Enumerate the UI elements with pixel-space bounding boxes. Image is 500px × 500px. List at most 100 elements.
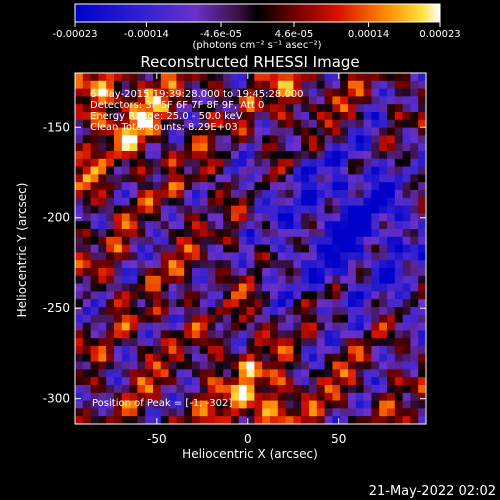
heatmap-cell — [160, 143, 170, 152]
heatmap-cell — [145, 221, 154, 230]
annotation-energy-range: Energy Range: 25.0 - 50.0 keV — [90, 111, 243, 122]
heatmap-cell — [207, 244, 216, 253]
heatmap-cell — [207, 268, 216, 277]
heatmap-cell — [246, 400, 255, 409]
heatmap-cell — [348, 112, 357, 121]
heatmap-cell — [153, 197, 162, 207]
heatmap-cell — [379, 369, 388, 378]
heatmap-cell — [75, 416, 84, 424]
heatmap-cell — [238, 119, 248, 129]
heatmap-cell — [348, 229, 357, 238]
heatmap-cell — [277, 369, 287, 378]
heatmap-cell — [114, 283, 123, 292]
heatmap-cell — [176, 127, 185, 136]
heatmap-cell — [355, 96, 365, 105]
heatmap-cell — [293, 408, 302, 417]
heatmap-cell — [176, 338, 185, 347]
heatmap-cell — [199, 135, 209, 144]
heatmap-cell — [207, 353, 216, 363]
heatmap-cell — [410, 322, 419, 331]
heatmap-cell — [301, 174, 310, 183]
heatmap-cell — [106, 112, 115, 121]
heatmap-cell — [285, 127, 294, 136]
heatmap-cell — [324, 369, 333, 378]
heatmap-cell — [316, 151, 326, 160]
heatmap-cell — [316, 299, 326, 308]
heatmap-cell — [340, 135, 349, 144]
heatmap-cell — [168, 392, 177, 402]
heatmap-cell — [246, 291, 255, 300]
heatmap-cell — [371, 190, 380, 199]
heatmap-cell — [153, 400, 162, 409]
heatmap-cell — [231, 166, 240, 175]
heatmap-cell — [379, 353, 388, 363]
heatmap-cell — [114, 268, 123, 277]
heatmap-cell — [394, 400, 404, 409]
heatmap-cell — [394, 283, 404, 292]
heatmap-cell — [285, 174, 294, 183]
heatmap-cell — [379, 291, 388, 300]
heatmap-cell — [192, 151, 201, 160]
heatmap-cell — [246, 252, 255, 261]
heatmap-cell — [106, 314, 115, 324]
heatmap-cell — [137, 338, 146, 347]
heatmap-cell — [363, 174, 372, 183]
heatmap-cell — [285, 104, 294, 113]
heatmap-cell — [254, 330, 263, 339]
heatmap-cell — [301, 158, 310, 168]
heatmap-cell — [246, 236, 255, 246]
heatmap-cell — [207, 80, 216, 90]
heatmap-cell — [168, 166, 177, 175]
heatmap-cell — [98, 127, 107, 136]
heatmap-cell — [418, 385, 426, 394]
heatmap-cell — [340, 213, 349, 222]
heatmap-cell — [106, 291, 115, 300]
heatmap-cell — [332, 400, 341, 409]
heatmap-cell — [394, 314, 404, 324]
heatmap-cell — [153, 88, 162, 97]
heatmap-cell — [301, 166, 310, 175]
heatmap-cell — [379, 299, 388, 308]
heatmap-cell — [176, 330, 185, 339]
heatmap-cell — [184, 221, 193, 230]
heatmap-cell — [379, 307, 388, 316]
heatmap-cell — [340, 338, 349, 347]
heatmap-cell — [301, 291, 310, 300]
heatmap-cell — [246, 96, 255, 105]
heatmap-cell — [192, 73, 201, 82]
heatmap-cell — [160, 400, 170, 409]
heatmap-cell — [355, 377, 365, 386]
heatmap-cell — [137, 416, 146, 424]
heatmap-cell — [293, 205, 302, 214]
heatmap-cell — [332, 283, 341, 292]
heatmap-cell — [106, 166, 115, 175]
heatmap-cell — [332, 112, 341, 121]
heatmap-cell — [316, 135, 326, 144]
heatmap-cell — [363, 322, 372, 331]
heatmap-cell — [223, 346, 232, 355]
heatmap-cell — [121, 377, 131, 386]
heatmap-cell — [184, 291, 193, 300]
heatmap-cell — [114, 182, 123, 191]
heatmap-cell — [153, 361, 162, 370]
heatmap-cell — [231, 119, 240, 129]
heatmap-cell — [98, 283, 107, 292]
heatmap-cell — [355, 112, 365, 121]
heatmap-cell — [355, 322, 365, 331]
heatmap-cell — [309, 260, 318, 269]
heatmap-cell — [145, 96, 154, 105]
heatmap-cell — [309, 73, 318, 82]
heatmap-cell — [160, 182, 170, 191]
heatmap-cell — [246, 73, 255, 82]
heatmap-cell — [410, 73, 419, 82]
heatmap-cell — [231, 213, 240, 222]
heatmap-cell — [121, 80, 131, 90]
heatmap-cell — [137, 252, 146, 261]
heatmap-cell — [363, 96, 372, 105]
heatmap-cell — [238, 135, 248, 144]
heatmap-cell — [293, 416, 302, 424]
heatmap-cell — [410, 135, 419, 144]
heatmap-cell — [215, 236, 224, 246]
heatmap-cell — [207, 166, 216, 175]
heatmap-cell — [129, 400, 138, 409]
